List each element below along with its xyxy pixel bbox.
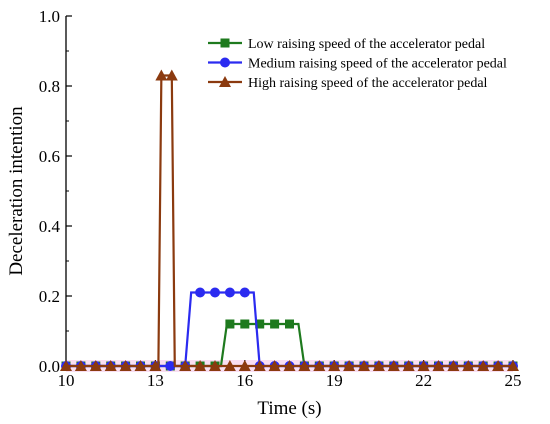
data-point: [372, 360, 385, 371]
data-point: [165, 69, 178, 81]
data-point: [253, 360, 266, 371]
data-point: [328, 360, 341, 371]
legend-swatch-marker: [220, 57, 230, 68]
data-point: [155, 69, 168, 81]
x-tick-label: 19: [326, 371, 343, 390]
data-point: [268, 360, 281, 371]
x-tick-label: 25: [505, 371, 522, 390]
data-point: [313, 360, 326, 371]
data-point: [462, 360, 475, 371]
y-tick-label: 0.4: [39, 217, 61, 236]
series-line: [66, 291, 513, 368]
data-point: [179, 360, 192, 371]
data-point: [447, 360, 460, 371]
data-point: [298, 360, 311, 371]
data-point: [492, 360, 505, 371]
y-axis-label: Deceleration intention: [6, 106, 27, 276]
data-point: [417, 360, 430, 371]
series-circle: [61, 287, 518, 371]
legend-item: Medium raising speed of the accelerator …: [208, 57, 507, 72]
data-point: [195, 287, 206, 298]
data-point: [224, 287, 235, 298]
data-point: [343, 360, 356, 371]
series-triangle: [60, 69, 519, 371]
legend: Low raising speed of the accelerator ped…: [208, 37, 507, 91]
data-point: [119, 360, 132, 371]
series-line: [66, 322, 513, 368]
data-point: [74, 360, 87, 371]
data-point: [60, 360, 72, 371]
y-tick-label: 0.8: [39, 77, 60, 96]
legend-label: High raising speed of the accelerator pe…: [248, 76, 488, 91]
x-tick-label: 16: [236, 371, 253, 390]
x-tick-label: 10: [58, 371, 75, 390]
data-point: [239, 287, 250, 298]
data-point: [255, 319, 265, 329]
data-point: [270, 319, 280, 329]
x-tick-label: 13: [147, 371, 164, 390]
data-point: [358, 360, 370, 371]
data-point: [402, 360, 415, 371]
legend-label: Medium raising speed of the accelerator …: [248, 57, 507, 72]
y-tick-label: 0.2: [39, 287, 60, 306]
y-tick-label: 0.6: [39, 147, 60, 166]
series-layer: [60, 69, 519, 371]
data-point: [209, 360, 221, 371]
data-point: [210, 287, 220, 298]
y-tick-label: 1.0: [39, 7, 60, 26]
legend-item: Low raising speed of the accelerator ped…: [208, 37, 485, 52]
data-point: [194, 360, 207, 371]
data-point: [507, 360, 519, 371]
data-point: [223, 360, 236, 371]
x-axis-label: Time (s): [257, 398, 321, 419]
data-point: [285, 319, 294, 329]
data-point: [238, 360, 251, 371]
data-point: [134, 360, 147, 371]
data-point: [104, 360, 117, 371]
legend-swatch-marker: [219, 76, 231, 87]
data-point: [283, 360, 296, 371]
legend-swatch-marker: [220, 38, 230, 48]
data-point: [225, 319, 235, 329]
data-point: [165, 361, 176, 371]
data-point: [240, 319, 250, 329]
data-point: [89, 360, 102, 371]
y-tick-label: 0.0: [39, 357, 60, 376]
data-point: [477, 360, 490, 371]
tick-labels: 10 13 16 19 22 25 0.0 0.2 0.4 0.6 0.8 1.0: [39, 7, 522, 390]
legend-item: High raising speed of the accelerator pe…: [208, 76, 488, 91]
data-point: [387, 360, 400, 371]
legend-label: Low raising speed of the accelerator ped…: [248, 37, 485, 52]
x-tick-label: 22: [415, 371, 432, 390]
data-point: [149, 360, 162, 371]
data-point: [432, 360, 445, 371]
